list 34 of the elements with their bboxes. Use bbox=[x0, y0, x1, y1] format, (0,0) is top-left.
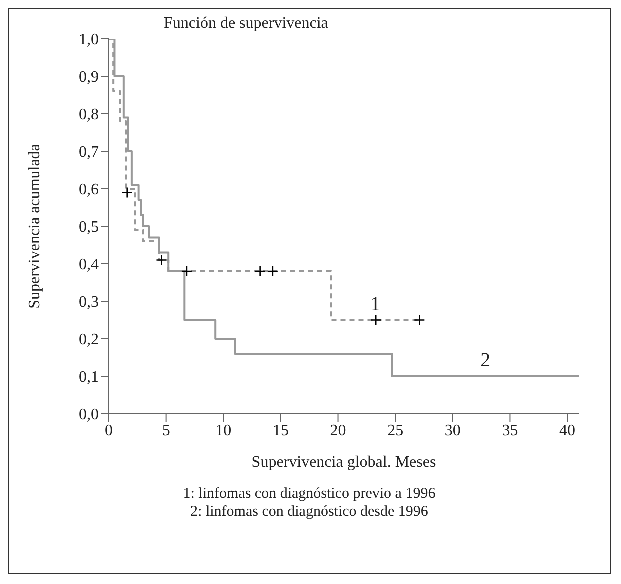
y-tick-label: 0,6 bbox=[79, 182, 99, 199]
x-tick-label: 25 bbox=[388, 422, 404, 440]
point bbox=[370, 314, 382, 326]
y-tick-label: 0,9 bbox=[79, 69, 99, 86]
x-tick-label: 5 bbox=[162, 422, 170, 440]
y-tick-label: 0,2 bbox=[79, 332, 99, 349]
text: 1: linfomas con diagnóstico previo a 1996 bbox=[182, 485, 437, 503]
series-label: 2 bbox=[480, 350, 491, 372]
y-tick-label: 0,4 bbox=[79, 256, 99, 274]
y-tick-label: 1,0 bbox=[79, 32, 99, 49]
x-tick-label: 40 bbox=[560, 422, 576, 440]
x-tick-label: 35 bbox=[502, 422, 518, 440]
x-tick-label: 0 bbox=[105, 422, 113, 440]
x-tick-label: 15 bbox=[272, 422, 289, 440]
x-tick-label: 20 bbox=[330, 422, 346, 440]
text: 2: linfomas con diagnóstico desde 1996 bbox=[190, 503, 430, 521]
x-axis-title: Supervivencia global. Meses bbox=[252, 454, 436, 471]
y-tick-label: 0,0 bbox=[79, 406, 99, 424]
point bbox=[254, 266, 266, 278]
x-tick-label: 10 bbox=[216, 422, 232, 440]
y-axis-title: Supervivencia acumulada bbox=[26, 144, 44, 309]
x-tick-label: 30 bbox=[444, 422, 461, 440]
point bbox=[122, 187, 133, 198]
point bbox=[414, 314, 426, 326]
point bbox=[181, 266, 193, 278]
y-tick-label: 0,7 bbox=[79, 144, 99, 162]
series-label: 1 bbox=[370, 293, 381, 316]
y-tick-label: 0,3 bbox=[79, 294, 99, 312]
y-tick-label: 0,5 bbox=[79, 219, 99, 236]
y-tick-label: 0,1 bbox=[79, 369, 99, 386]
point bbox=[267, 266, 279, 278]
chart-title: Función de supervivencia bbox=[164, 15, 328, 33]
y-tick-label: 0,8 bbox=[79, 106, 99, 124]
point bbox=[156, 254, 168, 266]
